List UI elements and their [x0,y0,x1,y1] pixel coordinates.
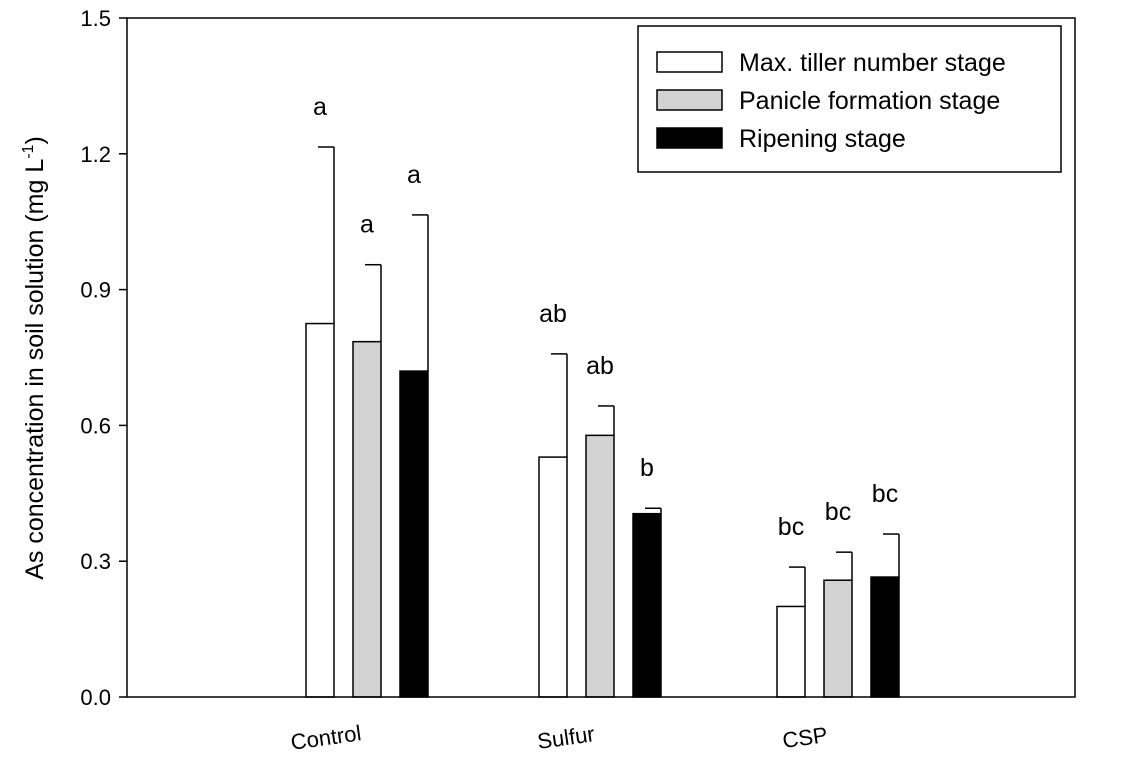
significance-letter: a [313,93,327,121]
significance-letter: a [360,211,374,239]
significance-letter: b [640,454,654,482]
significance-letter: bc [825,498,851,526]
bar [352,340,382,698]
y-axis-label: As concentration in soil solution (mg L-… [20,136,49,580]
significance-letter: ab [539,300,567,328]
bar [585,434,615,698]
bar [399,370,429,698]
svg-text:As concentration in soil solut: As concentration in soil solution (mg L-… [20,136,49,580]
bar [870,576,900,698]
x-axis: Control Sulfur CSP [289,720,829,755]
error-bars [318,146,900,607]
y-tick-label: 1.2 [80,142,111,167]
y-axis-label-close: ) [21,136,49,144]
y-tick-label: 0.3 [80,549,111,574]
legend-label: Ripening stage [739,125,906,153]
y-tick-label: 0.9 [80,278,111,303]
y-tick-label: 1.5 [80,6,111,31]
plot-frame [126,17,1076,698]
x-category-label: Sulfur [536,721,596,754]
y-axis-label-superscript: -1 [20,144,37,158]
legend-swatch [656,127,723,149]
significance-letter: ab [586,352,614,380]
x-category-label: Control [289,720,363,755]
bar [538,456,568,698]
bar [632,512,662,698]
x-category-label: CSP [781,722,829,753]
significance-letter: bc [778,513,804,541]
legend-swatch [656,89,723,111]
y-tick-label: 0.6 [80,413,111,438]
significance-letter: a [407,161,421,189]
legend: Max. tiller number stage Panicle formatio… [637,25,1062,173]
legend-swatch [656,51,723,73]
bar [776,605,806,698]
y-axis-label-text: As concentration in soil solution (mg L [21,159,49,580]
legend-label: Panicle formation stage [739,87,1000,115]
bar [823,579,853,698]
y-axis: 0.0 0.3 0.6 0.9 1.2 1.5 [80,6,127,710]
legend-label: Max. tiller number stage [739,49,1006,77]
bars [305,322,900,698]
significance-letter: bc [872,480,898,508]
bar [305,322,335,698]
y-tick-label: 0.0 [80,685,111,710]
